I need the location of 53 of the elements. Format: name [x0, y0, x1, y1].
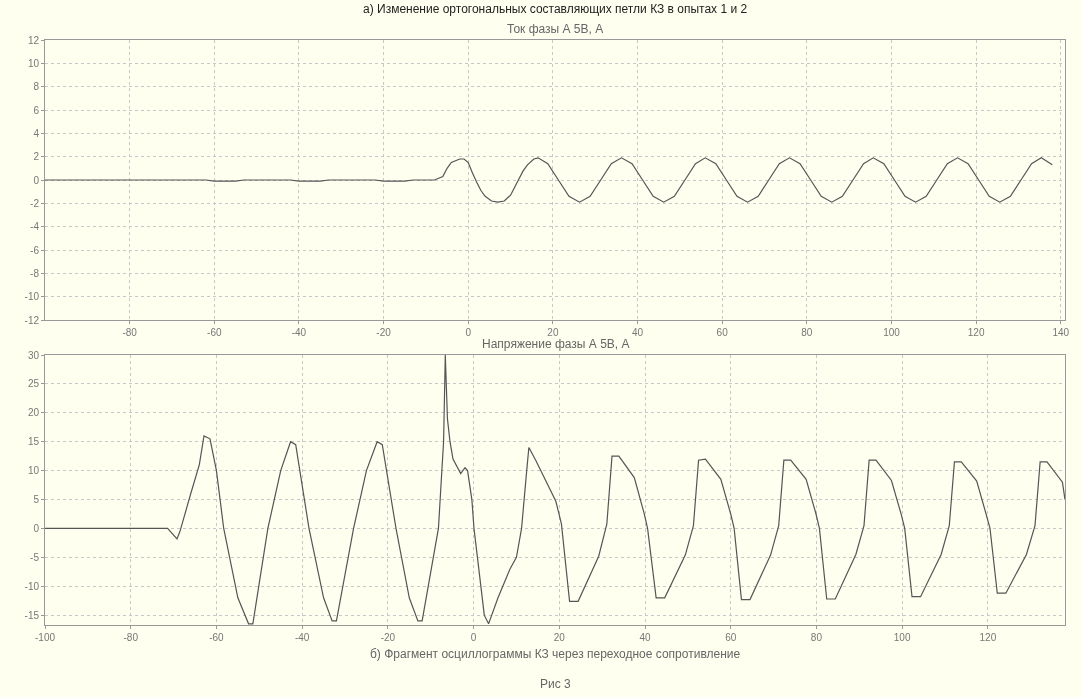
y-tick-label: 5 — [33, 494, 40, 506]
x-tick-label: 140 — [1052, 327, 1070, 338]
y-tick-label: 10 — [27, 465, 40, 477]
y-tick-label: -10 — [24, 291, 40, 303]
y-tick-label: 0 — [33, 522, 40, 534]
chart-title: Ток фазы А 5В, А — [507, 22, 604, 36]
x-tick-label: -80 — [122, 327, 138, 338]
x-tick-label: -100 — [34, 632, 56, 643]
x-tick-label: 20 — [553, 632, 566, 643]
y-tick-label: 6 — [33, 104, 40, 116]
x-tick-label: 20 — [547, 327, 559, 338]
x-tick-label: -60 — [207, 327, 222, 338]
y-tick-label: -15 — [24, 609, 40, 621]
x-tick-label: -40 — [291, 327, 307, 338]
y-tick-label: -4 — [30, 221, 40, 233]
y-tick-label: -2 — [30, 197, 40, 209]
y-tick-label: 12 — [27, 34, 40, 46]
x-tick-label: 60 — [716, 327, 729, 338]
text: а) Изменение ортогональных составляющих петли КЗ в опытах 1 и 2 — [363, 2, 748, 16]
y-tick-label: -10 — [24, 580, 40, 592]
x-tick-label: 80 — [801, 327, 813, 338]
y-tick-label: -12 — [24, 314, 40, 326]
text: Рис 3 — [540, 677, 572, 691]
y-tick-label: 8 — [33, 81, 40, 93]
y-tick-label: 4 — [33, 127, 40, 139]
x-tick-label: -20 — [380, 632, 396, 643]
x-tick-label: -60 — [209, 632, 225, 643]
x-tick-label: -20 — [376, 327, 392, 338]
x-tick-label: 80 — [810, 632, 823, 643]
y-tick-label: 20 — [27, 407, 40, 419]
y-tick-label: 2 — [33, 151, 40, 163]
y-tick-label: -6 — [30, 244, 40, 256]
y-tick-label: 15 — [27, 436, 40, 448]
x-tick-label: 60 — [725, 632, 737, 643]
chart-title: Напряжение фазы А 5В, А — [482, 337, 630, 351]
x-tick-label: 120 — [979, 632, 997, 643]
x-tick-label: -40 — [294, 632, 310, 643]
y-tick-label: 25 — [27, 378, 40, 390]
x-tick-label: 0 — [465, 327, 472, 338]
y-tick-label: -8 — [30, 267, 40, 279]
y-tick-label: 10 — [27, 57, 40, 69]
x-tick-label: 0 — [470, 632, 477, 643]
text: б) Фрагмент осциллограммы КЗ через переходное сопротивление — [370, 647, 741, 661]
line-series — [45, 157, 1053, 203]
x-tick-label: 40 — [631, 327, 644, 338]
x-tick-label: 40 — [639, 632, 651, 643]
x-tick-label: 100 — [893, 632, 911, 643]
x-tick-label: 120 — [967, 327, 985, 338]
y-tick-label: 30 — [27, 349, 40, 361]
y-tick-label: -5 — [30, 551, 40, 563]
x-tick-label: 100 — [883, 327, 901, 338]
y-tick-label: 0 — [33, 174, 40, 186]
x-tick-label: -80 — [123, 632, 139, 643]
